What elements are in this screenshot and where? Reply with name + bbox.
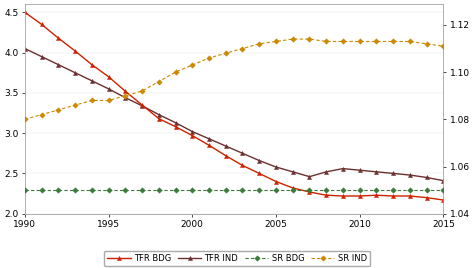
Legend: TFR BDG, TFR IND, SR BDG, SR IND: TFR BDG, TFR IND, SR BDG, SR IND xyxy=(104,251,370,266)
